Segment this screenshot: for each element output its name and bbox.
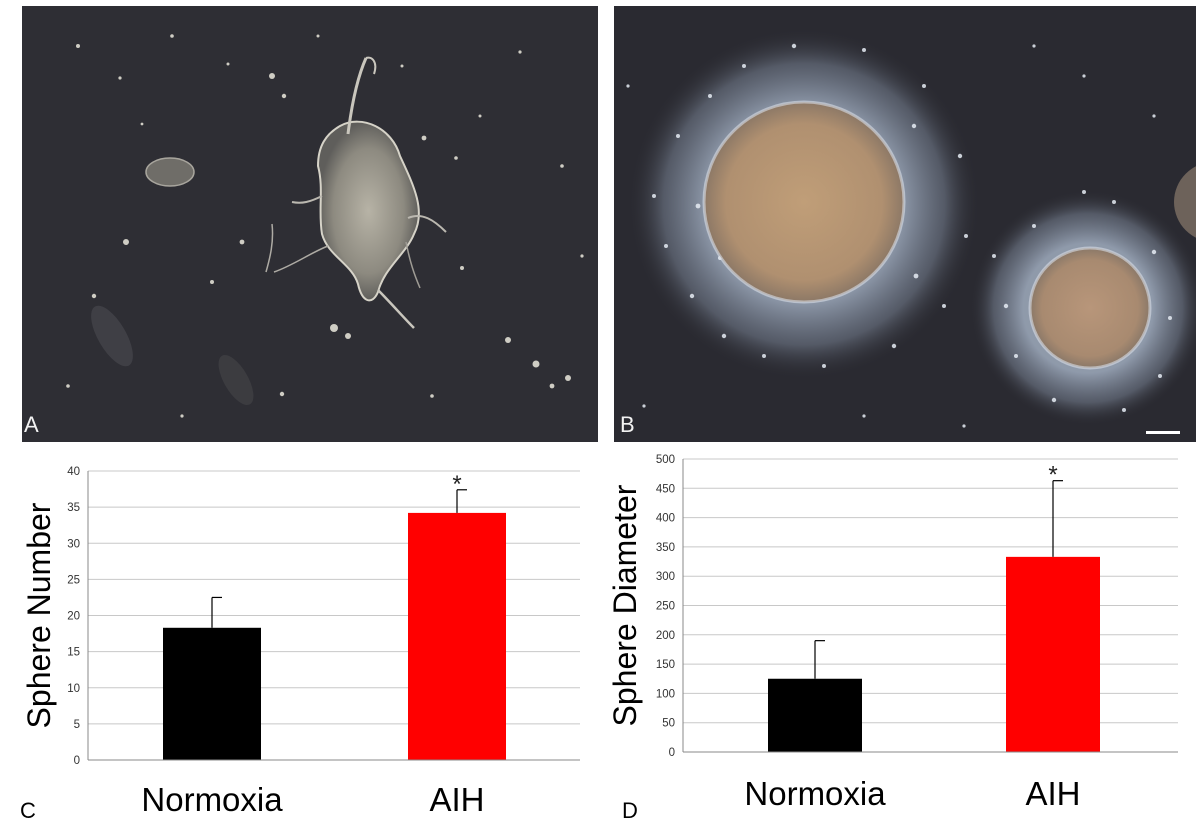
y-tick-label: 50 bbox=[662, 718, 675, 730]
y-tick-label: 15 bbox=[67, 647, 80, 659]
y-tick-label: 5 bbox=[74, 719, 80, 731]
y-tick-label: 25 bbox=[67, 574, 80, 586]
y-tick-label: 150 bbox=[656, 659, 675, 671]
y-axis-title: Sphere Diameter bbox=[607, 484, 643, 726]
category-label-normoxia: Normoxia bbox=[744, 775, 886, 812]
y-tick-label: 500 bbox=[656, 454, 675, 466]
significance-marker: * bbox=[1048, 462, 1057, 489]
sphere-number-chart: 0 5 10 15 20 25 30 35 40 * Normoxia AIH Sphere Numb… bbox=[21, 466, 580, 818]
panel-letter-a: A bbox=[24, 412, 39, 437]
y-tick-label: 400 bbox=[656, 513, 675, 525]
y-tick-label: 10 bbox=[67, 683, 80, 695]
micrograph-b bbox=[614, 6, 1196, 442]
y-tick-label: 0 bbox=[669, 747, 675, 759]
bar-aih bbox=[408, 512, 506, 760]
micrograph-a bbox=[22, 6, 598, 442]
y-tick-label: 250 bbox=[656, 601, 675, 613]
panel-letter-b: B bbox=[620, 412, 635, 437]
y-tick-label: 200 bbox=[656, 630, 675, 642]
significance-marker: * bbox=[452, 471, 461, 498]
bar-normoxia bbox=[768, 678, 862, 752]
y-axis-title: Sphere Number bbox=[21, 502, 57, 728]
y-tick-label: 100 bbox=[656, 688, 675, 700]
bar-normoxia bbox=[163, 627, 261, 760]
panel-letter-c: C bbox=[20, 798, 36, 823]
y-tick-label: 20 bbox=[67, 611, 80, 623]
y-tick-label: 0 bbox=[74, 755, 80, 767]
y-tick-label: 30 bbox=[67, 538, 80, 550]
y-tick-label: 40 bbox=[67, 466, 80, 478]
y-tick-label: 350 bbox=[656, 542, 675, 554]
y-tick-label: 300 bbox=[656, 571, 675, 583]
category-label-aih: AIH bbox=[429, 781, 484, 818]
category-label-normoxia: Normoxia bbox=[141, 781, 283, 818]
panel-letter-d: D bbox=[622, 798, 638, 823]
y-tick-label: 450 bbox=[656, 483, 675, 495]
y-tick-label: 35 bbox=[67, 502, 80, 514]
category-label-aih: AIH bbox=[1025, 775, 1080, 812]
bar-aih bbox=[1006, 556, 1100, 752]
